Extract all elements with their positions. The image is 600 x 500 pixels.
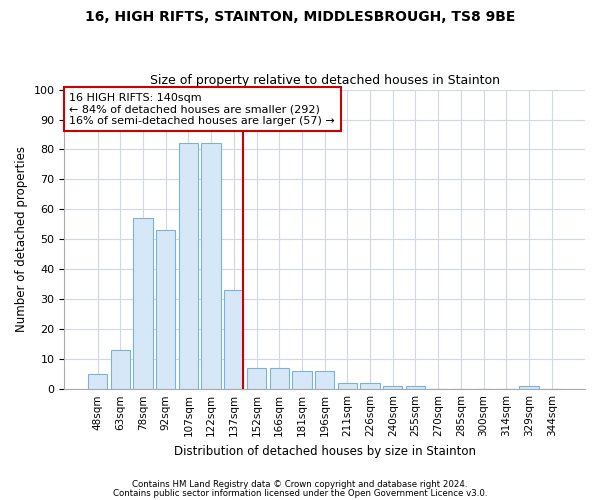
Bar [224, 290, 244, 389]
Bar [202, 144, 221, 389]
X-axis label: Distribution of detached houses by size in Stainton: Distribution of detached houses by size … [173, 444, 476, 458]
Bar [361, 383, 380, 389]
Bar [338, 383, 357, 389]
Bar [179, 144, 198, 389]
Text: Contains HM Land Registry data © Crown copyright and database right 2024.: Contains HM Land Registry data © Crown c… [132, 480, 468, 489]
Bar [520, 386, 539, 389]
Bar [315, 371, 334, 389]
Title: Size of property relative to detached houses in Stainton: Size of property relative to detached ho… [149, 74, 500, 87]
Bar [292, 371, 311, 389]
Bar [406, 386, 425, 389]
Bar [110, 350, 130, 389]
Text: 16 HIGH RIFTS: 140sqm
← 84% of detached houses are smaller (292)
16% of semi-det: 16 HIGH RIFTS: 140sqm ← 84% of detached … [70, 92, 335, 126]
Bar [269, 368, 289, 389]
Text: 16, HIGH RIFTS, STAINTON, MIDDLESBROUGH, TS8 9BE: 16, HIGH RIFTS, STAINTON, MIDDLESBROUGH,… [85, 10, 515, 24]
Bar [383, 386, 403, 389]
Text: Contains public sector information licensed under the Open Government Licence v3: Contains public sector information licen… [113, 488, 487, 498]
Y-axis label: Number of detached properties: Number of detached properties [15, 146, 28, 332]
Bar [133, 218, 152, 389]
Bar [88, 374, 107, 389]
Bar [247, 368, 266, 389]
Bar [156, 230, 175, 389]
